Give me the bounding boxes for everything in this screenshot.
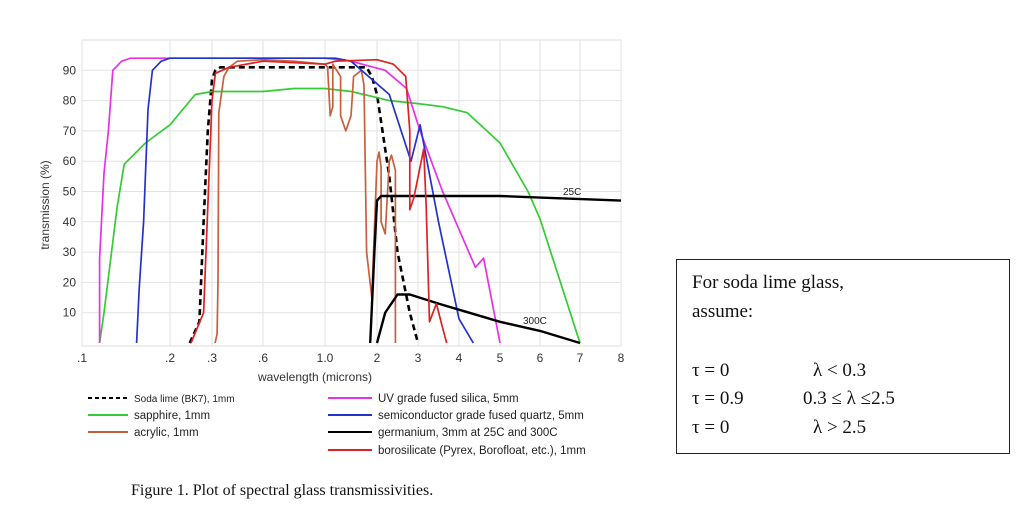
x-tick-label: .3 (207, 351, 217, 365)
y-tick-label: 10 (63, 306, 77, 320)
x-tick-label: 3 (415, 351, 422, 365)
x-tick-label: 5 (497, 351, 504, 365)
y-tick-label: 50 (63, 185, 77, 199)
curve-label-300c: 300C (523, 316, 547, 327)
x-tick-label: .6 (258, 351, 268, 365)
grid (81, 39, 622, 347)
legend-label-sapphire: sapphire, 1mm (134, 410, 210, 422)
y-tick-label: 40 (63, 215, 77, 229)
note-tau-3: τ = 0 (692, 417, 730, 438)
series-sapphire (98, 87, 581, 344)
figure-caption: Figure 1. Plot of spectral glass transmi… (131, 482, 434, 499)
note-cond-3: λ > 2.5 (813, 417, 867, 438)
x-tick-label: 4 (456, 351, 463, 365)
x-tick-label: 1.0 (317, 351, 334, 365)
y-tick-label: 90 (63, 63, 77, 77)
series-borosilicate (190, 58, 448, 344)
x-tick-label: 7 (577, 351, 584, 365)
x-tick-label: 6 (537, 351, 544, 365)
legend-label-uv-silica: UV grade fused silica, 5mm (378, 393, 519, 405)
legend-label-fused-quartz: semiconductor grade fused quartz, 5mm (378, 410, 584, 422)
curves (98, 57, 622, 345)
y-tick-label: 70 (63, 124, 77, 138)
x-tick-label: .1 (77, 351, 87, 365)
series-germanium-300c (375, 293, 581, 345)
series-soda-lime (188, 66, 420, 344)
soda-lime-assumption-box: For soda lime glass, assume: τ = 0 λ < 0… (676, 259, 1010, 454)
tick-labels: .1 .2 .3 .6 1.0 2 3 4 5 6 7 8 10 20 30 40 50 60 70 80 90 (63, 63, 625, 365)
note-cond-2: 0.3 ≤ λ ≤2.5 (803, 388, 895, 409)
y-tick-label: 20 (63, 275, 77, 289)
note-tau-1: τ = 0 (692, 360, 730, 381)
curve-label-25c: 25C (563, 187, 581, 198)
note-line2: assume: (692, 301, 754, 322)
legend-label-borosilicate: borosilicate (Pyrex, Borofloat, etc.), 1… (378, 445, 586, 457)
x-tick-label: 2 (374, 351, 381, 365)
x-tick-label: 8 (618, 351, 625, 365)
x-tick-label: .2 (165, 351, 175, 365)
note-line1: For soda lime glass, (692, 272, 844, 293)
y-tick-label: 80 (63, 94, 77, 108)
y-tick-label: 60 (63, 154, 77, 168)
legend-label-acrylic: acrylic, 1mm (134, 427, 199, 439)
series-germanium-25c (369, 194, 622, 344)
y-tick-label: 30 (63, 245, 77, 259)
series-fused-quartz (135, 57, 475, 344)
y-axis-label: transmission (%) (38, 160, 52, 249)
note-cond-1: λ < 0.3 (813, 360, 867, 381)
legend: Soda lime (BK7), 1mm sapphire, 1mm acryl… (88, 393, 586, 457)
x-axis-label: wavelength (microns) (257, 370, 372, 384)
legend-label-germanium: germanium, 3mm at 25C and 300C (378, 427, 558, 439)
legend-label-soda-lime: Soda lime (BK7), 1mm (134, 394, 235, 405)
note-tau-2: τ = 0.9 (692, 388, 744, 409)
